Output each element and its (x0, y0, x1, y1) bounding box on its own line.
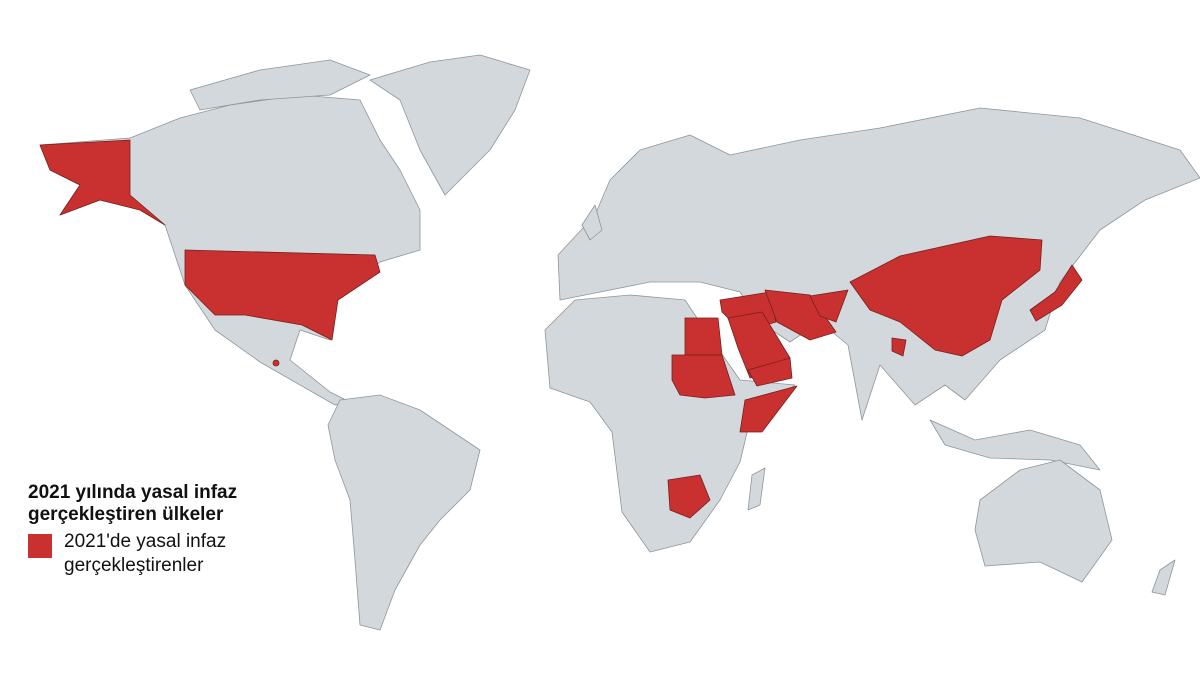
country-afghanistan (809, 289, 849, 323)
legend-title: 2021 yılında yasal infaz gerçekleştiren … (28, 482, 238, 525)
land-africa (544, 294, 796, 553)
land-australia (974, 459, 1113, 583)
country-sudan (671, 354, 736, 399)
land-greenland (369, 54, 531, 196)
legend-item: 2021'de yasal infaz gerçekleştirenler (28, 530, 328, 578)
country-china (849, 235, 1043, 357)
country-usa-alaska (39, 139, 166, 226)
country-egypt (684, 317, 723, 356)
country-yemen (747, 357, 793, 387)
land-new-zealand (1151, 559, 1176, 596)
legend-item-label: 2021'de yasal infaz gerçekleştirenler (64, 531, 227, 576)
land-uk (581, 204, 603, 241)
country-usa-hawaii (272, 359, 280, 367)
legend-swatch (28, 534, 52, 558)
land-southeast-asia-islands (929, 419, 1101, 471)
land-south-america (327, 394, 481, 631)
country-bangladesh (891, 337, 907, 357)
country-botswana (667, 474, 711, 519)
land-arctic-islands (189, 59, 371, 111)
land-madagascar (747, 467, 766, 511)
map-legend: 2021 yılında yasal infaz gerçekleştiren … (28, 482, 328, 578)
country-japan (1029, 264, 1083, 322)
country-somalia (739, 385, 798, 433)
country-iran (764, 289, 837, 341)
country-usa (184, 249, 381, 341)
